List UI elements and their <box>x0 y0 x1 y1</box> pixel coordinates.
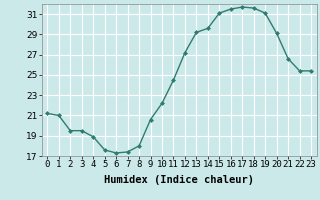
X-axis label: Humidex (Indice chaleur): Humidex (Indice chaleur) <box>104 175 254 185</box>
